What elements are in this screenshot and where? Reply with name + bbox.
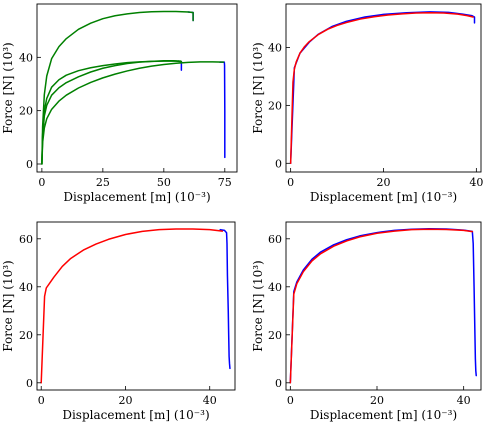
x-tick-label: 0: [38, 394, 45, 407]
x-tick-label: 20: [118, 394, 132, 407]
plot-frame: [36, 221, 236, 391]
chart-panel-4: 0 20 40 0 20 40 60 Displacement [m] (10⁻³) Force…: [251, 221, 482, 422]
chart-panel-1: 0 25 50 75 0 20 40 Displacement [m] (10⁻³) Force…: [1, 3, 238, 204]
series-line: [40, 228, 224, 384]
x-tick-label: 0: [38, 176, 45, 189]
y-axis-label: Force [N] (10³): [251, 260, 265, 351]
x-axis-label: Displacement [m] (10⁻³): [62, 408, 209, 422]
chart-panel-2: 0 20 40 0 20 40 Displacement [m] (10⁻³) Force […: [251, 3, 483, 204]
y-tick-label: 20: [19, 329, 33, 342]
x-tick-label: 25: [96, 176, 110, 189]
x-axis-label: Displacement [m] (10⁻³): [310, 190, 457, 204]
series-line: [41, 60, 182, 165]
x-tick-label: 40: [203, 394, 217, 407]
x-tick-label: 40: [457, 394, 471, 407]
x-tick-label: 20: [377, 176, 391, 189]
series-line: [219, 228, 231, 370]
chart-panel-3: 0 20 40 0 20 40 60 Displacement [m] (10⁻³) Force…: [1, 221, 236, 422]
x-axis-label: Displacement [m] (10⁻³): [63, 190, 210, 204]
y-tick-label: 20: [268, 329, 282, 342]
series-line: [41, 61, 225, 165]
series-line: [41, 10, 194, 165]
x-axis-label: Displacement [m] (10⁻³): [310, 408, 457, 422]
y-tick-label: 60: [268, 233, 282, 246]
y-axis-label: Force [N] (10³): [1, 42, 15, 133]
series-line: [41, 60, 183, 165]
x-tick-label: 75: [218, 176, 232, 189]
y-tick-label: 0: [26, 377, 33, 390]
y-tick-label: 20: [268, 99, 282, 112]
x-tick-label: 0: [287, 176, 294, 189]
x-tick-label: 40: [469, 176, 483, 189]
plot-frame: [285, 3, 482, 173]
series-line: [219, 61, 226, 159]
y-axis-label: Force [N] (10³): [251, 42, 265, 133]
plot-frame: [36, 3, 238, 173]
plot-frame: [285, 221, 482, 391]
x-tick-label: 50: [157, 176, 171, 189]
y-tick-label: 60: [19, 233, 33, 246]
y-tick-label: 20: [19, 105, 33, 118]
series-line: [289, 11, 474, 165]
y-tick-label: 40: [19, 51, 33, 64]
y-axis-label: Force [N] (10³): [1, 260, 15, 351]
series-line: [289, 228, 474, 384]
x-tick-label: 20: [370, 394, 384, 407]
y-tick-label: 40: [268, 41, 282, 54]
y-tick-label: 0: [275, 377, 282, 390]
y-tick-label: 0: [275, 157, 282, 170]
y-tick-label: 40: [19, 281, 33, 294]
x-tick-label: 0: [287, 394, 294, 407]
series-line: [289, 227, 477, 384]
y-tick-label: 0: [26, 158, 33, 171]
y-tick-label: 40: [268, 281, 282, 294]
